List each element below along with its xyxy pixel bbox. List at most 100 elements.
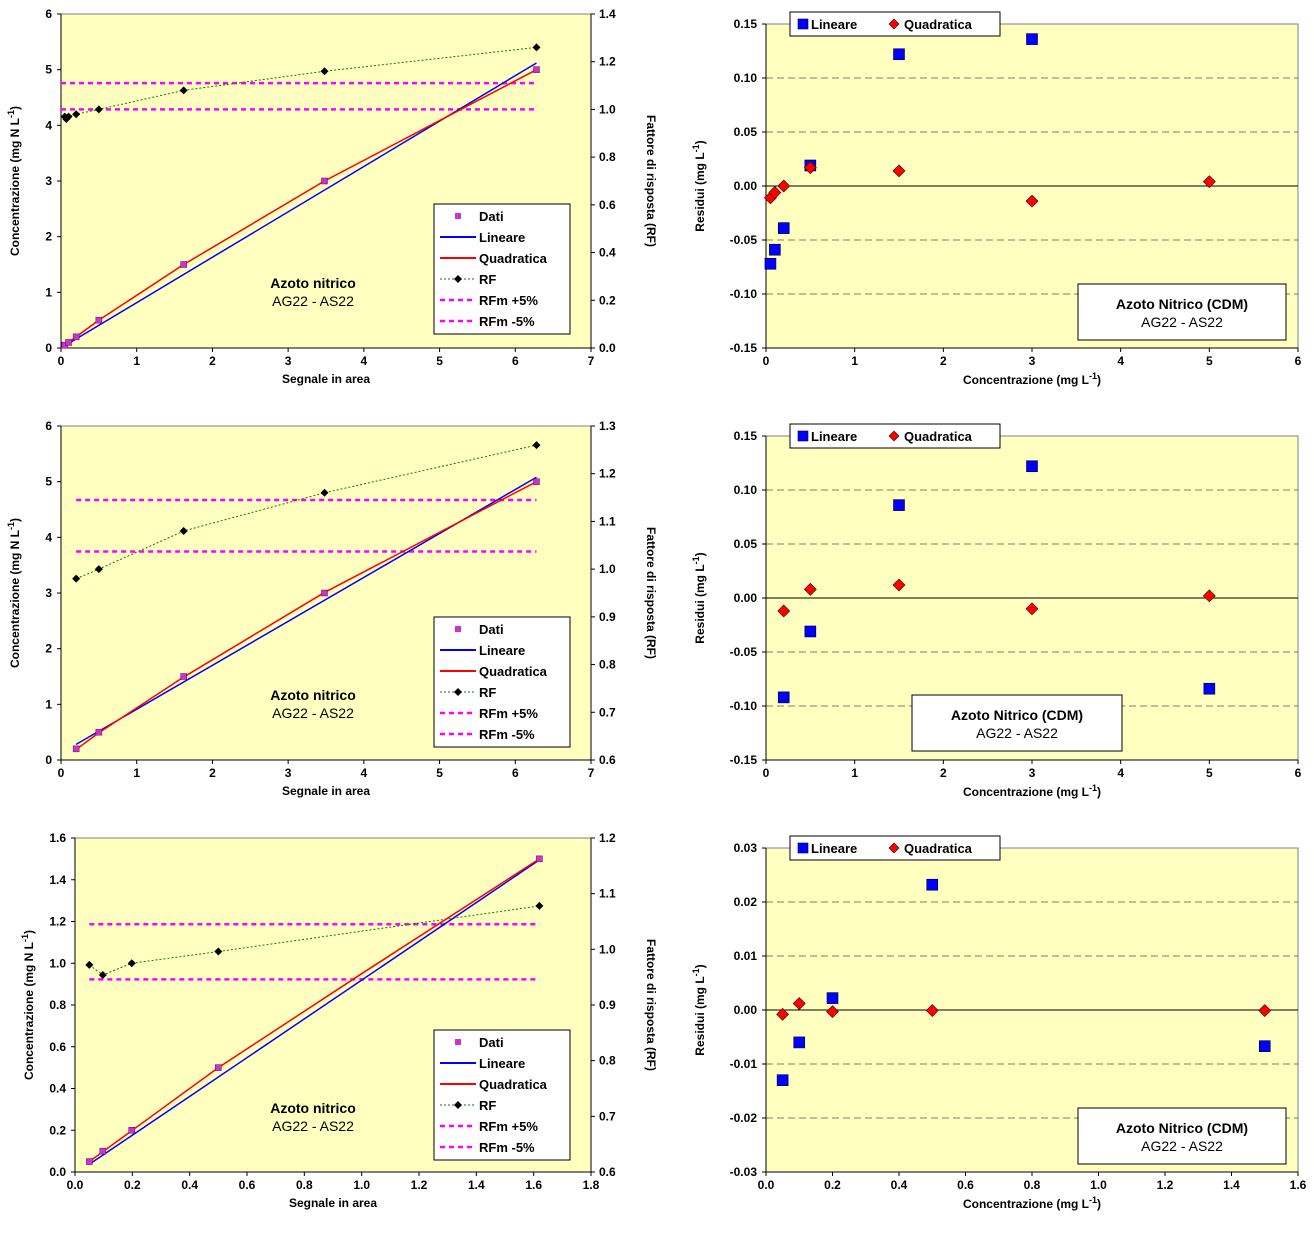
y2-axis-label: Fattore di risposta (RF)	[644, 527, 658, 659]
y-axis-label: Concentrazione (mg N L-1)	[20, 930, 36, 1080]
y2-tick-label: 0.6	[599, 753, 616, 767]
legend-label: RFm +5%	[479, 1119, 538, 1134]
y-tick-label: 0.01	[734, 949, 758, 963]
legend-label: RF	[479, 685, 496, 700]
annotation-title: Azoto Nitrico (CDM)	[1116, 296, 1248, 312]
y2-tick-label: 0.6	[599, 1165, 616, 1179]
legend-label: Dati	[479, 209, 504, 224]
data-point	[215, 1064, 222, 1071]
legend-marker-lineare	[797, 430, 809, 442]
lineare-residual-point	[1203, 682, 1216, 695]
legend-marker-quadratica	[888, 842, 900, 854]
legend-label: Lineare	[811, 17, 857, 32]
y-axis-label: Concentrazione (mg N L-1)	[6, 106, 22, 256]
y-tick-label: 5	[45, 63, 52, 77]
y-tick-label: 0.8	[49, 998, 66, 1012]
data-point	[536, 855, 543, 863]
y-tick-label: 1	[45, 285, 52, 299]
quadratica-residual-point	[776, 1007, 790, 1021]
x-tick-label: 2	[209, 766, 216, 780]
annotation-title: Azoto Nitrico (CDM)	[1116, 1120, 1248, 1136]
x-tick-label: 6	[1295, 766, 1302, 780]
x-tick-label: 1	[851, 766, 858, 780]
x-tick-label: 5	[1206, 766, 1213, 780]
legend-label: Lineare	[479, 643, 525, 658]
y-tick-label: 2	[45, 642, 52, 656]
y2-tick-label: 1.2	[599, 55, 616, 69]
quadratica-residual-point	[803, 161, 817, 175]
data-point	[128, 1127, 136, 1134]
annotation-subtitle: AG22 - AS22	[1141, 314, 1223, 330]
legend-label: Quadratica	[904, 429, 973, 444]
annotation-subtitle: AG22 - AS22	[272, 1118, 354, 1134]
y-tick-label: 4	[45, 530, 52, 544]
legend-label: RFm +5%	[479, 293, 538, 308]
lineare-residual-point	[826, 992, 839, 1004]
x-tick-label: 1	[133, 766, 140, 780]
y-tick-label: -0.15	[730, 341, 758, 355]
y2-tick-label: 1.4	[599, 7, 616, 21]
quadratica-residual-point	[892, 578, 906, 592]
lineare-residual-point	[777, 222, 790, 234]
y-tick-label: 0	[45, 341, 52, 355]
lineare-residual-point	[1026, 460, 1038, 473]
x-tick-label: 7	[588, 766, 595, 780]
data-point	[72, 745, 80, 753]
y-tick-label: 0.15	[734, 429, 758, 443]
x-tick-label: 4	[1117, 354, 1124, 368]
residual-chart-2: 0 1 2 3 4 5 6 -0.15 -0.10 -0.05 0.00 0.05 0.10 0.15 Co…	[691, 423, 1302, 799]
x-tick-label: 1.6	[525, 1178, 542, 1192]
y2-tick-label: 0.8	[599, 658, 616, 672]
legend: Dati Lineare Quadratica RF RFm +5% RFm -5%	[433, 1029, 571, 1161]
annotation-title: Azoto nitrico	[270, 275, 356, 291]
quadratica-residual-point	[792, 997, 806, 1010]
y-tick-label: 0.00	[734, 591, 758, 605]
y-tick-label: 6	[45, 419, 52, 433]
y-tick-label: -0.10	[730, 699, 758, 713]
annotation-frame	[1077, 283, 1287, 341]
legend: Dati Lineare Quadratica RF RFm +5% RFm -5%	[433, 616, 571, 748]
y-tick-label: -0.02	[730, 1111, 758, 1125]
x-tick-label: 1	[133, 354, 140, 368]
y-tick-label: 1.2	[49, 915, 66, 929]
rf-point	[214, 947, 223, 956]
legend-marker-dati	[455, 1039, 461, 1045]
x-axis-label: Segnale in area	[289, 1196, 377, 1210]
lineare-residual-point	[793, 1036, 806, 1049]
legend-label: RFm -5%	[479, 727, 535, 742]
legend-box	[433, 203, 571, 335]
annotation-subtitle: AG22 - AS22	[1141, 1138, 1223, 1154]
quadratica-residual-point	[1025, 602, 1039, 616]
legend-label: Dati	[479, 622, 504, 637]
legend: Dati Lineare Quadratica RF RFm +5% RFm -5%	[433, 203, 571, 335]
y-tick-label: 0.0	[49, 1165, 66, 1179]
x-tick-label: 1.2	[1157, 1178, 1174, 1192]
y2-tick-label: 0.2	[599, 293, 616, 307]
legend-box	[433, 616, 571, 748]
y2-tick-label: 1.2	[599, 467, 616, 481]
data-point	[180, 261, 187, 268]
y-tick-label: 0.00	[734, 179, 758, 193]
x-tick-label: 5	[436, 354, 443, 368]
legend-label: RF	[479, 272, 496, 287]
y-tick-label: -0.01	[730, 1057, 758, 1071]
x-tick-label: 3	[285, 354, 292, 368]
y2-tick-label: 0.7	[599, 705, 616, 719]
y2-tick-label: 1.0	[599, 942, 616, 956]
y-tick-label: 1.6	[49, 831, 66, 845]
y2-tick-label: 1.0	[599, 562, 616, 576]
data-point	[72, 333, 80, 341]
annotation-frame	[1077, 1107, 1287, 1165]
annotation-title: Azoto nitrico	[270, 687, 356, 703]
y-axis-label: Residui (mg L-1)	[691, 964, 707, 1055]
legend-marker-lineare	[797, 18, 809, 30]
y-tick-label: -0.10	[730, 287, 758, 301]
x-tick-label: 1.0	[353, 1178, 370, 1192]
quadratica-residual-point	[892, 164, 906, 178]
x-tick-label: 3	[1029, 766, 1036, 780]
legend-label: Dati	[479, 1035, 504, 1050]
rf-point	[64, 112, 73, 121]
y-tick-label: 0.15	[734, 17, 758, 31]
y-tick-label: 0.10	[734, 71, 758, 85]
